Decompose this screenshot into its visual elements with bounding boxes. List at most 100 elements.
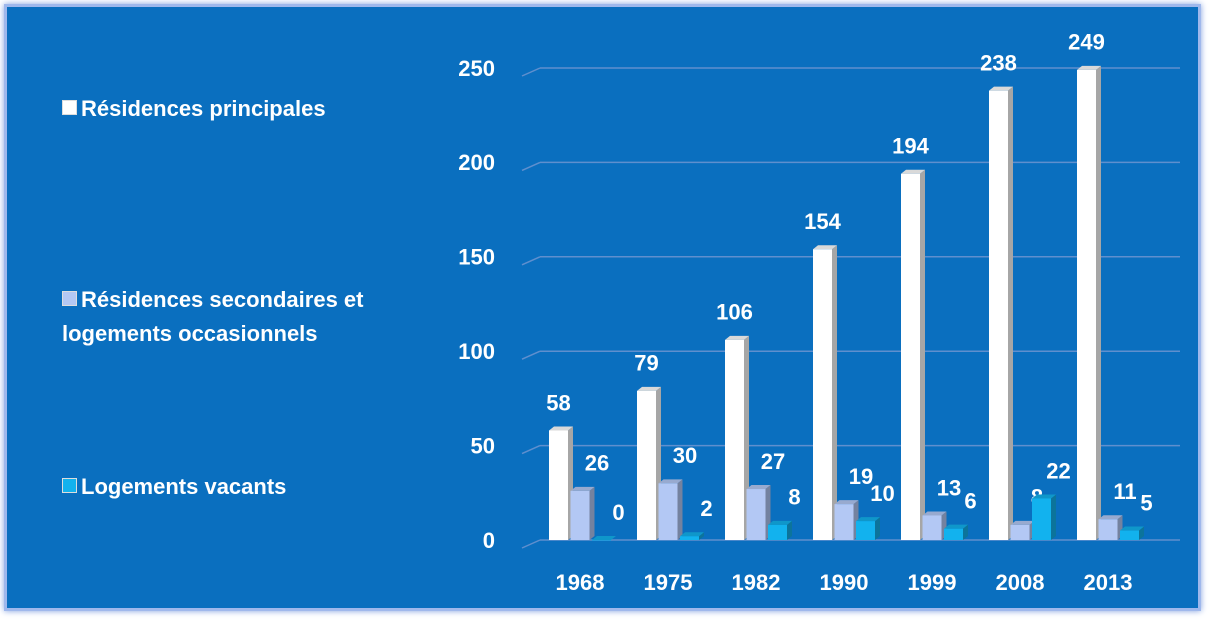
y-tick-label: 250 xyxy=(458,56,495,81)
bar xyxy=(768,520,792,540)
bar-top xyxy=(901,169,925,174)
bar-top xyxy=(637,386,661,391)
data-label: 2 xyxy=(700,496,712,521)
legend-swatch xyxy=(62,478,77,493)
data-label: 30 xyxy=(673,443,697,468)
bar-side xyxy=(699,532,704,540)
data-label: 5 xyxy=(1140,490,1152,515)
bar-top xyxy=(768,520,792,525)
bar-side xyxy=(1008,86,1013,540)
bar-top xyxy=(834,500,859,505)
bar-front xyxy=(856,521,875,540)
legend-entry: Résidences secondaires et logements occa… xyxy=(62,283,402,351)
bar-front xyxy=(1098,519,1118,540)
bar-front xyxy=(813,249,832,541)
data-label: 194 xyxy=(892,134,929,159)
bar xyxy=(1098,515,1123,540)
bar xyxy=(680,532,704,540)
bar-top xyxy=(570,486,595,491)
bar xyxy=(1010,520,1035,540)
bar xyxy=(592,536,616,541)
grid-line-depth xyxy=(521,444,541,455)
bar-side xyxy=(920,169,925,540)
bar-front xyxy=(768,524,787,540)
bar-front xyxy=(592,540,611,541)
data-label: 27 xyxy=(761,449,785,474)
bar-front xyxy=(725,339,744,540)
legend-entry: Résidences principales xyxy=(62,92,402,126)
bar-side xyxy=(1051,494,1056,540)
bar-top xyxy=(856,517,880,522)
legend-label: Résidences secondaires et logements occa… xyxy=(62,287,364,346)
bar-front xyxy=(901,173,920,540)
bar-top xyxy=(989,86,1013,91)
data-label: 58 xyxy=(546,390,570,415)
grid-line-depth xyxy=(521,67,541,77)
bar-top xyxy=(1032,494,1056,499)
y-tick-label: 200 xyxy=(458,150,495,175)
bar-side xyxy=(963,524,968,540)
bar xyxy=(834,500,859,540)
bar xyxy=(570,486,595,540)
data-label: 10 xyxy=(870,481,894,506)
bar-side xyxy=(677,479,683,540)
bar-side xyxy=(832,245,837,541)
bar-top xyxy=(1120,526,1144,531)
grid-line-depth xyxy=(521,161,541,172)
bar-front xyxy=(637,390,656,540)
x-tick-label: 1982 xyxy=(732,570,781,595)
bar-side xyxy=(875,517,880,540)
data-label: 154 xyxy=(804,209,841,234)
bar xyxy=(813,245,837,541)
y-tick-label: 100 xyxy=(458,339,495,364)
bar-top xyxy=(658,479,683,484)
bar xyxy=(856,517,880,540)
data-label: 19 xyxy=(849,464,873,489)
data-label: 22 xyxy=(1046,458,1070,483)
data-label: 238 xyxy=(980,50,1017,75)
data-label: 13 xyxy=(937,475,961,500)
bar-top xyxy=(725,335,749,340)
x-tick-label: 2008 xyxy=(996,570,1045,595)
bar-top xyxy=(1098,515,1123,520)
data-label: 0 xyxy=(612,500,624,525)
bar-top xyxy=(680,532,704,537)
bar-front xyxy=(680,536,699,540)
data-label: 106 xyxy=(716,300,753,325)
bar-front xyxy=(1077,69,1096,540)
bar-front xyxy=(570,490,590,540)
bar xyxy=(944,524,968,540)
bar-front xyxy=(922,515,942,540)
bar xyxy=(1032,494,1056,540)
bar-side xyxy=(589,486,595,540)
data-label: 26 xyxy=(585,451,609,476)
bar-side xyxy=(787,520,792,540)
x-tick-label: 1999 xyxy=(908,570,957,595)
bar-top xyxy=(944,524,968,529)
grid-line-depth xyxy=(521,256,541,266)
bar-front xyxy=(989,90,1008,540)
bar xyxy=(658,479,683,540)
bar-front xyxy=(549,430,568,540)
x-tick-label: 1968 xyxy=(556,570,605,595)
bar xyxy=(922,511,947,540)
grid-line-depth xyxy=(521,539,541,549)
legend-swatch xyxy=(62,100,77,115)
data-label: 11 xyxy=(1113,479,1136,504)
data-label: 6 xyxy=(964,488,976,513)
legend-entry: Logements vacants xyxy=(62,470,402,504)
bar-side xyxy=(1139,526,1144,540)
data-label: 8 xyxy=(788,485,800,510)
y-tick-label: 150 xyxy=(458,245,495,270)
x-tick-label: 2013 xyxy=(1084,570,1133,595)
bar-front xyxy=(1120,530,1139,540)
legend-swatch xyxy=(62,291,77,306)
bar-top xyxy=(922,511,947,516)
bar-front xyxy=(944,528,963,540)
grid-line-depth xyxy=(521,350,541,360)
bar xyxy=(746,485,771,540)
bar-front xyxy=(658,483,678,540)
y-tick-label: 50 xyxy=(471,433,495,458)
data-label: 79 xyxy=(634,351,658,376)
